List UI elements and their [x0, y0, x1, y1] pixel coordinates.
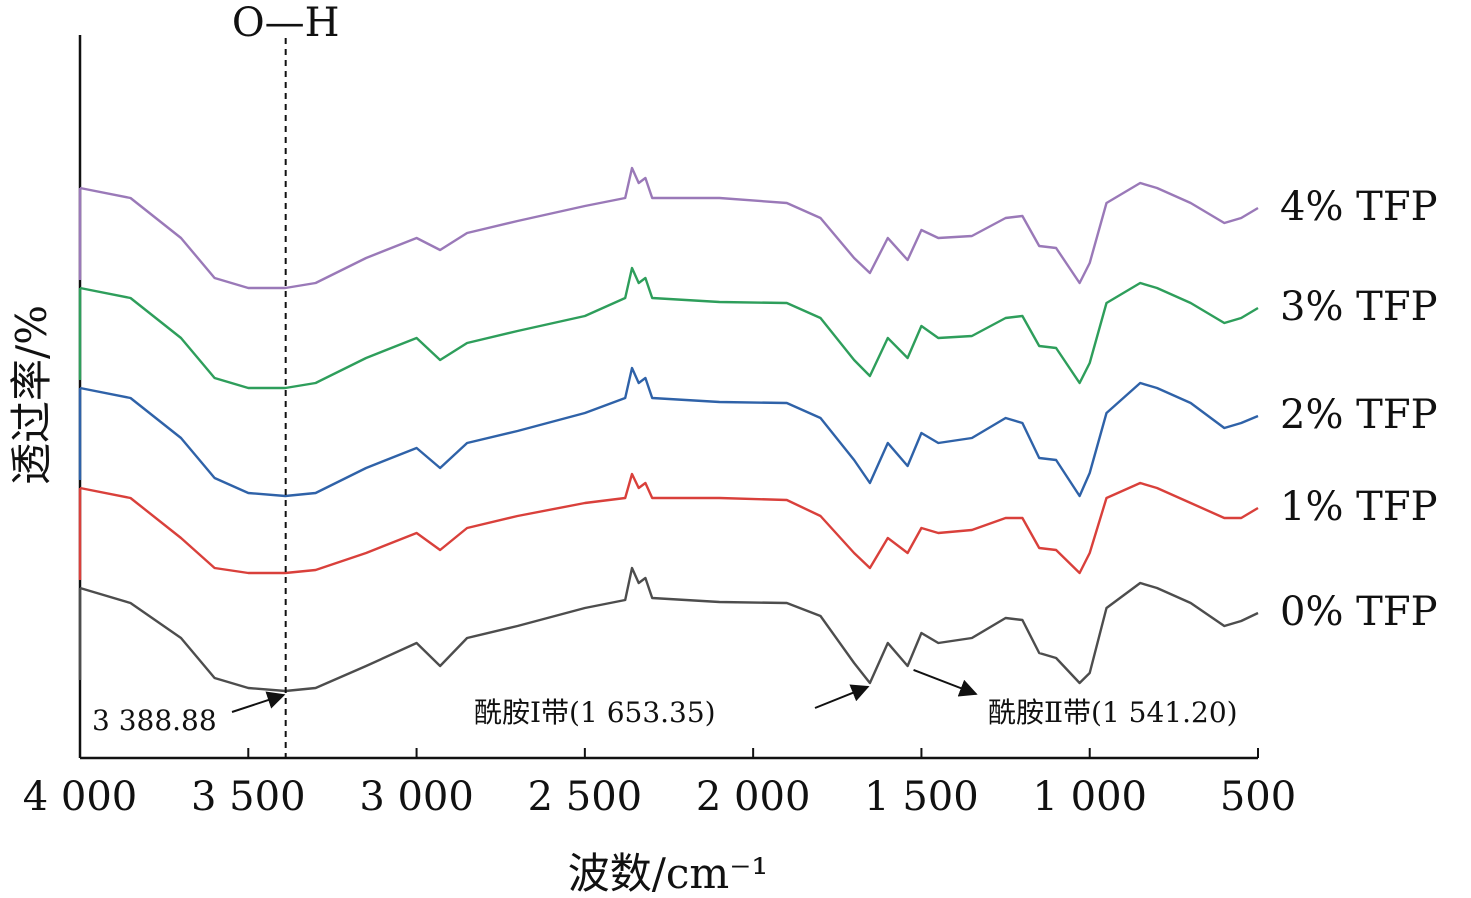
- series-label: 2% TFP: [1280, 392, 1438, 438]
- x-tick-label: 1 500: [864, 774, 979, 820]
- series-label: 0% TFP: [1280, 589, 1438, 635]
- oh-marker: O—H: [232, 0, 340, 758]
- series-group: [78, 166, 1259, 693]
- annotation-arrow: [231, 691, 286, 713]
- x-tick-label: 3 000: [359, 774, 474, 820]
- series-line: [79, 566, 1259, 693]
- series-line: [79, 266, 1259, 390]
- series-label: 3% TFP: [1280, 284, 1438, 330]
- x-axis-title: 波数/cm⁻¹: [568, 849, 769, 898]
- x-tick-label: 4 000: [23, 774, 138, 820]
- x-tick-label: 3 500: [191, 774, 306, 820]
- annotation-label: 3 388.88: [92, 704, 217, 737]
- series-line: [79, 166, 1259, 290]
- axes: 4 000 3 500 3 000 2 500 2 000 1 500 1 000 500: [23, 35, 1296, 820]
- oh-peak-label: O—H: [232, 0, 340, 46]
- annotation-arrow: [913, 668, 978, 697]
- series-label: 4% TFP: [1280, 184, 1438, 230]
- annotation-label: 酰胺Ⅱ带(1 541.20): [988, 696, 1238, 729]
- x-ticks: 4 000 3 500 3 000 2 500 2 000 1 500 1 000 500: [23, 748, 1296, 820]
- series-line: [79, 366, 1259, 498]
- annotation-label: 酰胺Ⅰ带(1 653.35): [474, 696, 716, 729]
- annotations: 3 388.88 酰胺Ⅰ带(1 653.35) 酰胺Ⅱ带(1 541.20): [92, 668, 1238, 737]
- annotation-arrow: [814, 684, 870, 709]
- series-line: [79, 472, 1259, 575]
- x-tick-label: 500: [1220, 774, 1296, 820]
- series-labels: 4% TFP 3% TFP 2% TFP 1% TFP 0% TFP: [1280, 184, 1438, 635]
- x-tick-label: 1 000: [1032, 774, 1147, 820]
- series-label: 1% TFP: [1280, 484, 1438, 530]
- x-tick-label: 2 500: [528, 774, 643, 820]
- x-tick-label: 2 000: [696, 774, 811, 820]
- y-axis-title: 透过率/%: [7, 305, 56, 485]
